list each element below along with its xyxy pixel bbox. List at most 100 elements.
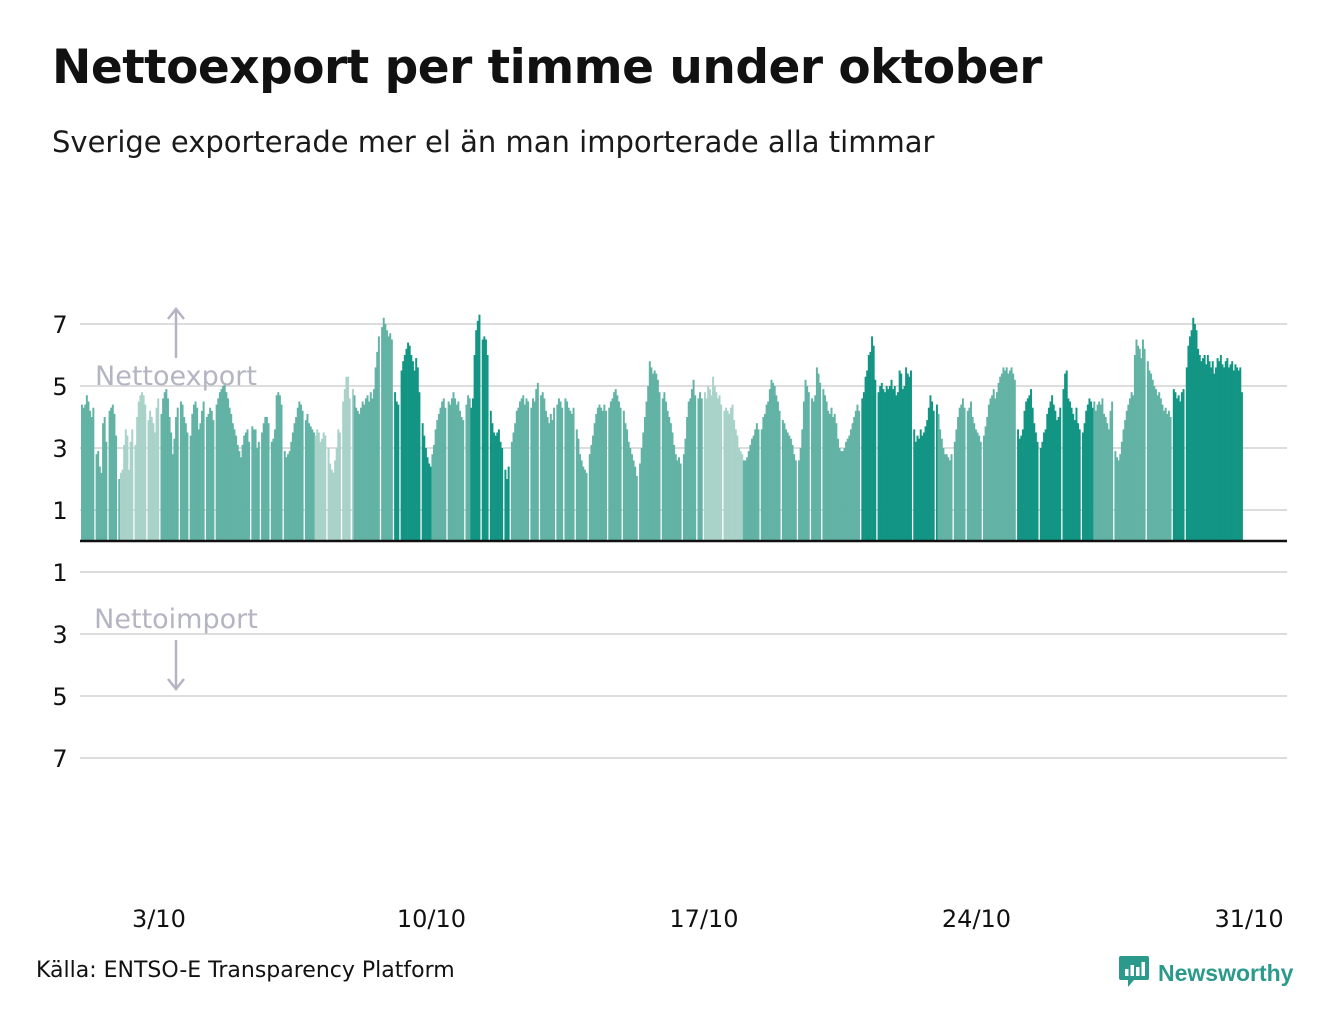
- bar: [408, 345, 411, 541]
- bar: [937, 413, 940, 541]
- bar: [728, 413, 731, 541]
- bar: [410, 355, 413, 541]
- bar: [196, 407, 199, 541]
- bar: [1213, 373, 1216, 541]
- bar: [1234, 364, 1237, 541]
- bar: [1229, 364, 1232, 541]
- bar: [871, 336, 874, 541]
- bar: [1007, 373, 1010, 541]
- bar: [433, 444, 436, 541]
- bar: [1127, 404, 1130, 541]
- bar: [475, 330, 478, 541]
- x-tick-label: 10/10: [397, 905, 466, 933]
- bar: [913, 429, 916, 541]
- bar: [296, 407, 299, 541]
- bar: [202, 401, 205, 541]
- bar: [1174, 392, 1177, 541]
- bar: [265, 417, 268, 541]
- bar: [700, 398, 703, 541]
- bar: [1177, 395, 1180, 541]
- bar: [1218, 361, 1221, 541]
- bar: [457, 401, 460, 541]
- bar: [1054, 410, 1057, 541]
- bar: [321, 438, 324, 541]
- bar: [556, 404, 559, 541]
- bar: [1208, 361, 1211, 541]
- bar: [225, 392, 228, 541]
- bar: [968, 407, 971, 541]
- bar: [402, 361, 405, 541]
- bar: [301, 410, 304, 541]
- bar: [525, 398, 528, 541]
- bar-chart-icon: [1118, 954, 1150, 992]
- bar: [1141, 339, 1144, 541]
- bar: [1211, 361, 1214, 541]
- bar: [1043, 432, 1045, 541]
- bar: [131, 429, 134, 541]
- bar: [95, 454, 98, 541]
- bar: [551, 420, 554, 541]
- bar: [710, 395, 713, 541]
- bar: [978, 435, 981, 541]
- bar: [157, 398, 160, 541]
- bar: [363, 404, 366, 541]
- bar: [484, 339, 487, 541]
- bar: [1231, 361, 1234, 541]
- bar: [617, 401, 620, 541]
- bar: [254, 429, 257, 541]
- bar: [1180, 392, 1183, 541]
- bar: [694, 395, 697, 541]
- bar: [147, 420, 150, 541]
- bar: [1189, 336, 1192, 541]
- bar: [1008, 370, 1011, 541]
- bar: [144, 404, 147, 541]
- bar: [1021, 429, 1024, 541]
- bar: [369, 392, 372, 541]
- y-tick-label: 3: [52, 435, 67, 463]
- bar: [600, 407, 603, 541]
- annotation-nettoexport: Nettoexport: [95, 361, 257, 392]
- bar: [1072, 413, 1075, 541]
- bar: [661, 398, 664, 541]
- bar: [1104, 417, 1107, 541]
- bar: [751, 438, 753, 541]
- bar: [222, 386, 225, 541]
- bar: [450, 398, 453, 541]
- bar: [632, 460, 635, 541]
- bar: [510, 441, 513, 541]
- bar: [986, 417, 989, 541]
- bar: [579, 454, 582, 541]
- bar: [1192, 317, 1195, 541]
- bar: [231, 423, 234, 541]
- bar: [395, 401, 398, 541]
- bar: [82, 407, 85, 541]
- bar: [1036, 441, 1039, 541]
- bar: [757, 429, 760, 541]
- bar: [627, 441, 630, 541]
- bar: [460, 417, 463, 541]
- bar: [348, 398, 351, 541]
- bar: [139, 395, 142, 541]
- bar: [444, 407, 447, 541]
- bar: [854, 410, 857, 541]
- bar: [926, 420, 929, 541]
- bar: [1046, 413, 1049, 541]
- bar: [577, 438, 580, 541]
- bar: [519, 401, 521, 541]
- bar: [261, 432, 264, 541]
- bar: [557, 398, 560, 541]
- bar: [671, 432, 674, 541]
- bar: [608, 407, 611, 541]
- bar: [590, 444, 593, 541]
- bar: [337, 429, 340, 541]
- bar: [1133, 355, 1136, 541]
- bar: [355, 407, 358, 541]
- bar: [162, 398, 165, 541]
- bar: [108, 410, 111, 541]
- bar: [291, 432, 294, 541]
- bar: [1140, 358, 1143, 541]
- bar: [155, 407, 158, 541]
- bar: [87, 401, 90, 541]
- bar: [118, 479, 121, 541]
- bar: [1148, 370, 1151, 541]
